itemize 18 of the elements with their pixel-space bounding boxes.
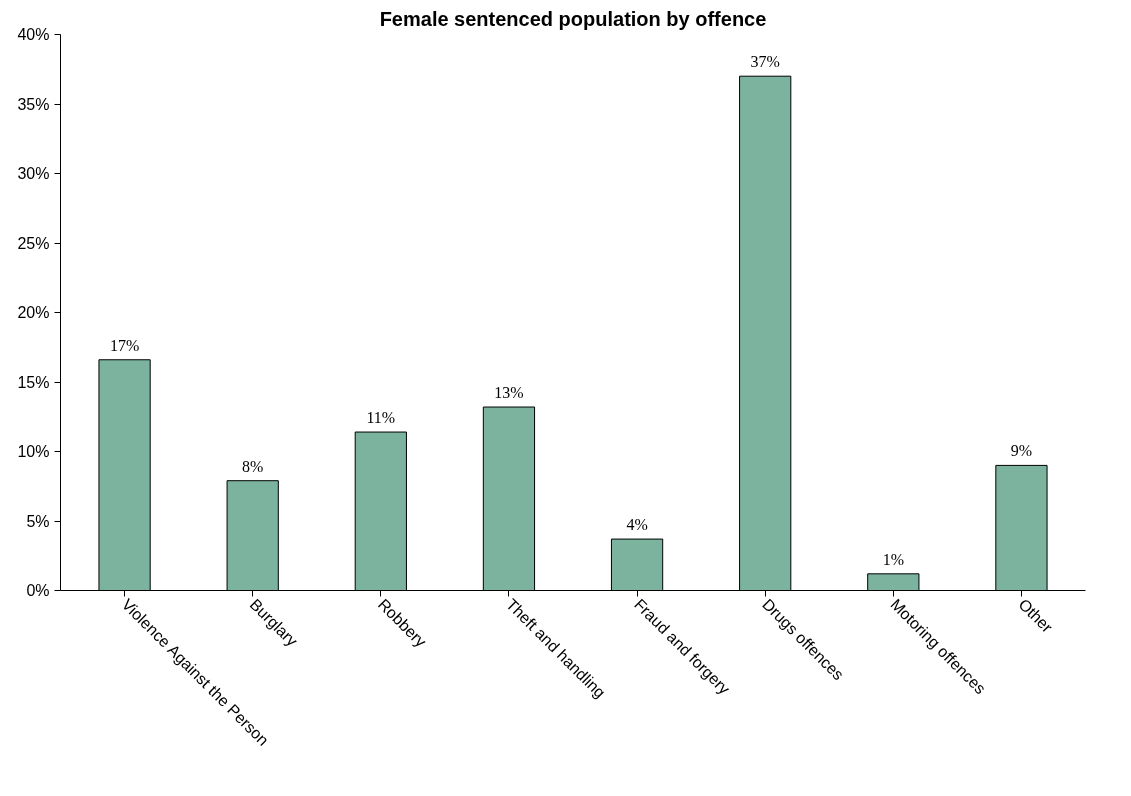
y-tick-label: 30% (17, 165, 50, 182)
y-tick-label: 40% (17, 26, 50, 43)
y-tick-label: 35% (17, 95, 50, 113)
chart-title: Female sentenced population by offence (379, 7, 767, 30)
data-label: 1% (882, 550, 904, 568)
data-label: 37% (750, 53, 780, 71)
data-label: 9% (1010, 442, 1033, 460)
data-label: 11% (366, 409, 396, 427)
data-label: 13% (494, 384, 524, 402)
y-tick-label: 10% (17, 443, 50, 460)
data-label: 8% (242, 457, 264, 475)
data-label: 4% (626, 516, 648, 534)
y-tick-label: 25% (17, 234, 50, 252)
y-tick-label: 20% (17, 304, 50, 321)
data-label: 17% (109, 336, 140, 354)
y-tick-label: 0% (26, 582, 50, 599)
y-tick-label: 5% (26, 512, 50, 530)
y-tick-label: 15% (17, 373, 50, 391)
